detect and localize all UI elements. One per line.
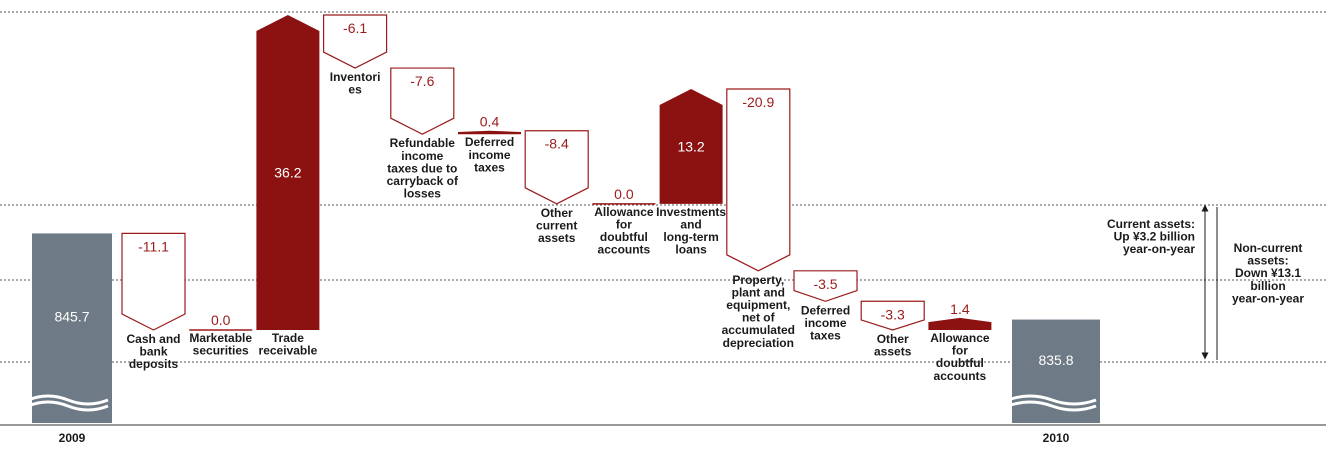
category-label: Refundable income taxes due to carryback of… bbox=[387, 136, 459, 200]
decrease-bar bbox=[390, 67, 455, 135]
category-label: Trade receivable bbox=[259, 331, 318, 358]
decrease-bar bbox=[860, 300, 925, 331]
category-label: Deferred income taxes bbox=[465, 135, 514, 174]
value-label: 36.2 bbox=[274, 165, 301, 181]
annotation: Non-current assets: Down ¥13.1 billion year-… bbox=[1232, 241, 1304, 305]
value-label: -3.5 bbox=[813, 276, 837, 292]
category-label: Investments and long-term loans bbox=[656, 205, 726, 257]
value-label: 0.0 bbox=[211, 312, 231, 328]
value-label: -6.1 bbox=[343, 20, 367, 36]
increase-bar bbox=[928, 317, 992, 330]
annotation: Current assets: Up ¥3.2 billion year-on-ye… bbox=[1107, 217, 1195, 256]
decrease-bar bbox=[323, 14, 388, 69]
value-label: 0.0 bbox=[614, 186, 634, 202]
increase-bar bbox=[659, 88, 723, 204]
value-label: 1.4 bbox=[950, 301, 970, 317]
value-label: -11.1 bbox=[138, 238, 169, 254]
decrease-bar bbox=[726, 88, 791, 272]
value-label: -20.9 bbox=[742, 94, 774, 110]
year-label: 2009 bbox=[59, 431, 86, 445]
value-label: 13.2 bbox=[677, 138, 704, 154]
value-label: -8.4 bbox=[545, 136, 569, 152]
category-label: Property, plant and equipment, net of accumu… bbox=[722, 273, 795, 350]
increase-bar bbox=[458, 130, 521, 135]
total-value-label: 845.7 bbox=[54, 309, 89, 325]
total-value-label: 835.8 bbox=[1038, 352, 1073, 368]
category-label: Allowance for doubtful accounts bbox=[594, 205, 654, 257]
decrease-bar bbox=[793, 270, 858, 302]
decrease-bar bbox=[121, 232, 186, 331]
category-label: Cash and bank deposits bbox=[126, 332, 180, 371]
value-label: -3.3 bbox=[881, 306, 905, 322]
category-label: Other assets bbox=[874, 332, 912, 359]
category-label: Inventori es bbox=[330, 70, 381, 97]
category-label: Other current assets bbox=[536, 206, 577, 245]
value-label: 0.4 bbox=[480, 114, 500, 130]
axis-break bbox=[1007, 394, 1097, 412]
decrease-bar bbox=[524, 130, 589, 205]
category-label: Allowance for doubtful accounts bbox=[930, 331, 990, 383]
category-label: Deferred income taxes bbox=[801, 303, 850, 342]
axis-break bbox=[27, 394, 109, 412]
increase-bar bbox=[256, 15, 320, 330]
category-label: Marketable securities bbox=[189, 331, 252, 358]
value-label: -7.6 bbox=[410, 73, 434, 89]
total-bar bbox=[32, 233, 112, 423]
year-label: 2010 bbox=[1043, 431, 1070, 445]
